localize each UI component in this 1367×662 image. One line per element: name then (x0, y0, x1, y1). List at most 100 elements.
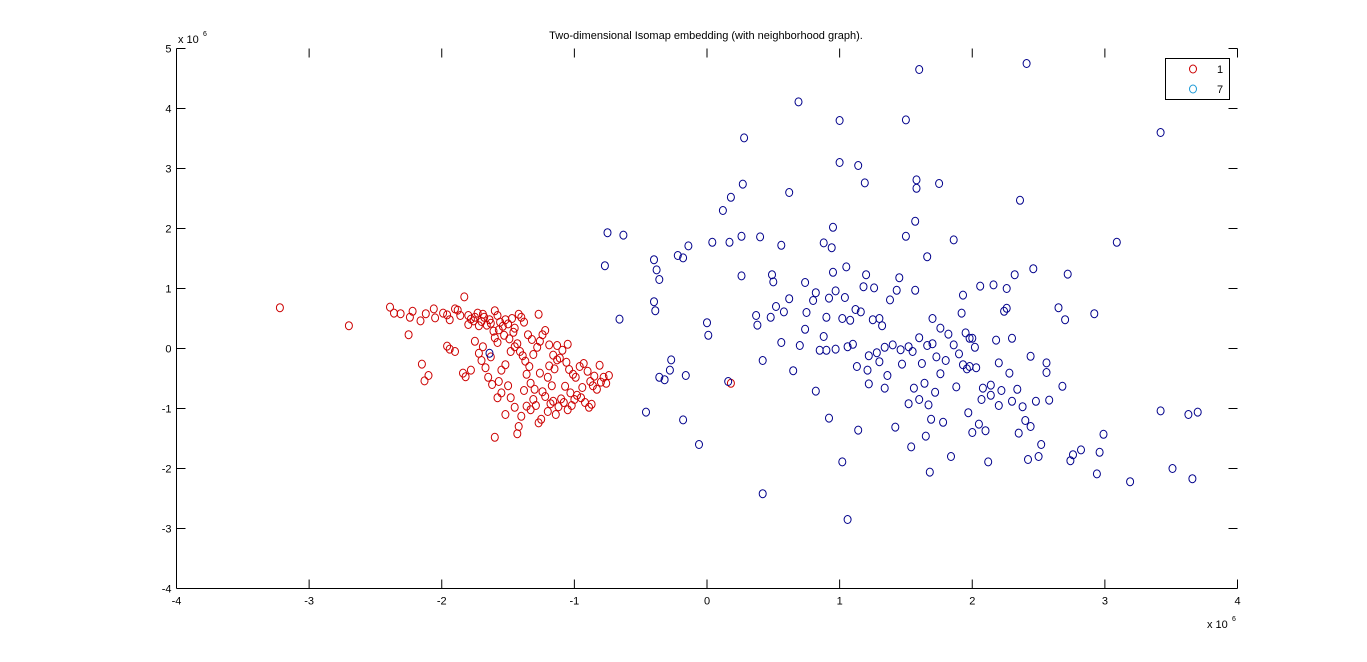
data-point-series-7 (655, 372, 664, 382)
x-exponent-base: x 10 (1207, 619, 1228, 631)
data-point-series-7 (1021, 416, 1030, 425)
data-point-series-1 (531, 401, 540, 410)
data-point-series-7 (851, 305, 860, 314)
data-point-series-7 (1002, 303, 1011, 313)
data-point-series-1 (549, 396, 558, 406)
data-point-series-1 (513, 429, 522, 439)
data-point-series-7 (838, 314, 847, 323)
data-point-series-7 (1126, 477, 1135, 487)
data-point-series-1 (535, 368, 544, 378)
data-point-series-1 (522, 369, 531, 379)
data-point-series-7 (896, 345, 905, 355)
data-point-series-7 (1066, 456, 1075, 466)
data-point-series-1 (429, 304, 438, 314)
data-point-series-1 (553, 341, 562, 350)
data-point-series-1 (478, 309, 487, 319)
data-point-series-1 (550, 364, 559, 374)
data-point-series-7 (1092, 469, 1101, 479)
data-point-series-7 (886, 295, 894, 305)
data-point-series-1 (571, 372, 580, 382)
data-point-series-7 (665, 365, 674, 375)
data-point-series-7 (1031, 396, 1040, 406)
data-point-series-1 (513, 339, 522, 349)
data-point-series-7 (870, 283, 879, 293)
data-point-series-7 (875, 357, 884, 367)
data-point-series-7 (650, 297, 658, 307)
data-point-series-7 (1034, 452, 1043, 461)
data-point-series-1 (482, 320, 491, 330)
data-point-series-7 (768, 270, 776, 280)
data-point-series-7 (667, 355, 676, 365)
data-point-series-1 (478, 342, 487, 352)
data-point-series-7 (753, 320, 762, 330)
data-point-series-7 (652, 265, 661, 275)
data-point-series-7 (655, 275, 664, 284)
data-point-series-7 (724, 377, 733, 386)
data-point-series-7 (842, 262, 851, 272)
data-point-series-7 (1045, 395, 1054, 405)
data-point-series-7 (1018, 402, 1027, 412)
data-point-series-1 (424, 371, 433, 380)
data-point-series-7 (959, 290, 967, 300)
y-tick-label: -2 (162, 464, 172, 476)
data-point-series-7 (822, 345, 831, 355)
x-tick-label: -3 (304, 596, 314, 608)
data-point-series-7 (921, 431, 930, 441)
data-point-series-7 (1095, 447, 1104, 457)
data-point-series-1 (522, 401, 531, 411)
data-point-series-7 (935, 179, 944, 188)
data-point-series-7 (864, 351, 873, 361)
data-point-series-1 (578, 383, 587, 392)
data-point-series-1 (494, 377, 503, 386)
data-point-series-7 (811, 386, 820, 396)
data-point-series-7 (1002, 284, 1011, 293)
data-point-series-7 (708, 237, 717, 247)
data-point-series-7 (898, 359, 906, 369)
data-point-series-1 (510, 402, 519, 412)
data-point-series-1 (453, 305, 462, 315)
data-point-series-1 (451, 347, 459, 356)
data-point-series-7 (925, 467, 934, 477)
data-point-series-1 (566, 388, 575, 398)
data-point-series-1 (575, 362, 584, 371)
y-axis-exponent: x 10 6 (178, 31, 207, 46)
data-point-series-7 (923, 341, 932, 350)
y-exponent-power: 6 (203, 31, 207, 38)
data-point-series-7 (920, 378, 929, 388)
data-point-series-7 (957, 308, 966, 318)
data-point-series-7 (737, 271, 746, 281)
data-point-series-1 (469, 316, 478, 326)
data-point-series-7 (756, 232, 765, 242)
data-point-series-7 (766, 312, 775, 322)
data-point-series-1 (489, 326, 498, 336)
y-tick-label: 5 (165, 44, 171, 56)
data-point-series-1 (443, 341, 452, 351)
data-point-series-7 (840, 293, 849, 302)
data-point-series-1 (553, 355, 562, 365)
data-point-series-7 (758, 489, 767, 499)
data-point-series-7 (915, 395, 924, 404)
data-point-series-7 (1000, 306, 1009, 316)
data-point-series-7 (1016, 195, 1024, 205)
data-point-series-1 (518, 351, 527, 361)
data-point-series-7 (1077, 445, 1085, 455)
data-point-series-7 (939, 417, 948, 427)
data-point-series-7 (831, 344, 840, 354)
data-point-series-1 (488, 380, 497, 389)
data-point-series-7 (1054, 303, 1063, 313)
data-point-series-7 (976, 281, 985, 291)
data-point-series-7 (977, 395, 986, 404)
data-point-series-7 (852, 362, 861, 371)
data-point-series-7 (777, 240, 786, 250)
data-point-series-7 (936, 323, 945, 333)
data-point-series-7 (1037, 440, 1046, 449)
data-point-series-7 (1184, 410, 1193, 419)
data-point-series-7 (819, 238, 828, 248)
data-point-series-7 (864, 379, 873, 389)
data-point-series-7 (737, 231, 746, 241)
x-tick-label: -1 (569, 596, 579, 608)
data-point-series-7 (681, 371, 690, 380)
data-point-series-7 (868, 315, 877, 325)
data-point-series-1 (547, 381, 556, 391)
